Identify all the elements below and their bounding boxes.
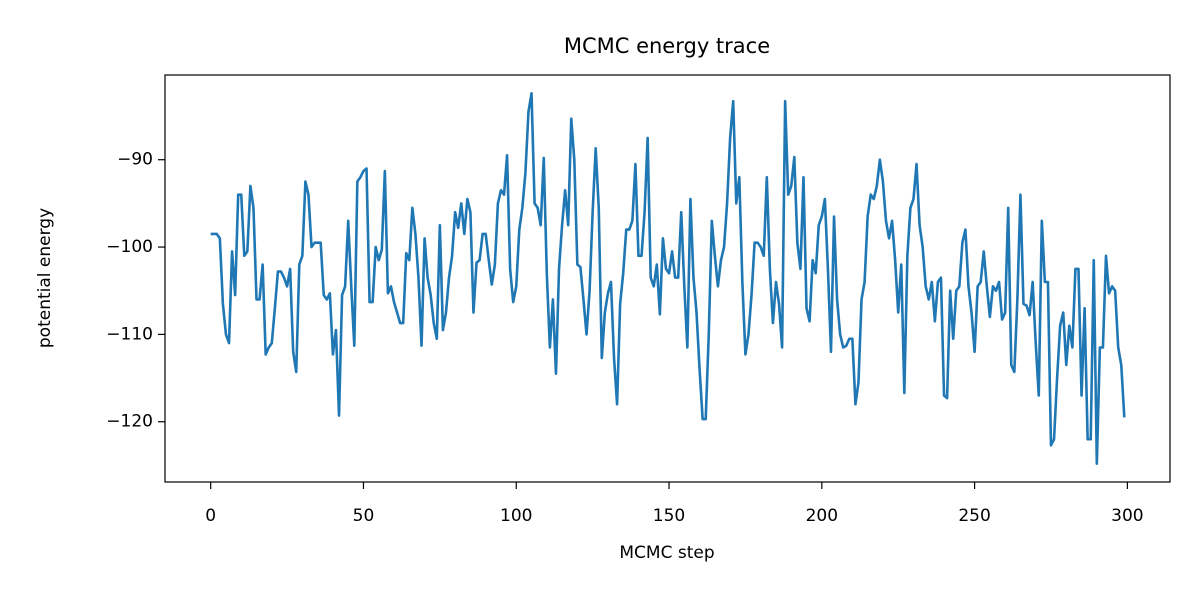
y-tick-label: −100 bbox=[106, 237, 153, 257]
x-tick-label: 300 bbox=[1111, 506, 1143, 526]
y-tick-label: −90 bbox=[117, 150, 153, 170]
x-tick-label: 0 bbox=[205, 506, 216, 526]
plot-frame bbox=[164, 74, 1171, 483]
x-tick-label: 250 bbox=[958, 506, 990, 526]
trace-line bbox=[210, 92, 1126, 465]
chart-title: MCMC energy trace bbox=[564, 34, 770, 58]
x-tick-label: 150 bbox=[653, 506, 685, 526]
x-tick-label: 100 bbox=[500, 506, 532, 526]
x-axis-label: MCMC step bbox=[619, 543, 714, 563]
x-tick-label: 200 bbox=[806, 506, 838, 526]
y-tick-label: −110 bbox=[106, 324, 153, 344]
y-tick-label: −120 bbox=[106, 412, 153, 432]
y-axis-label: potential energy bbox=[35, 208, 55, 348]
x-tick-label: 50 bbox=[353, 506, 375, 526]
